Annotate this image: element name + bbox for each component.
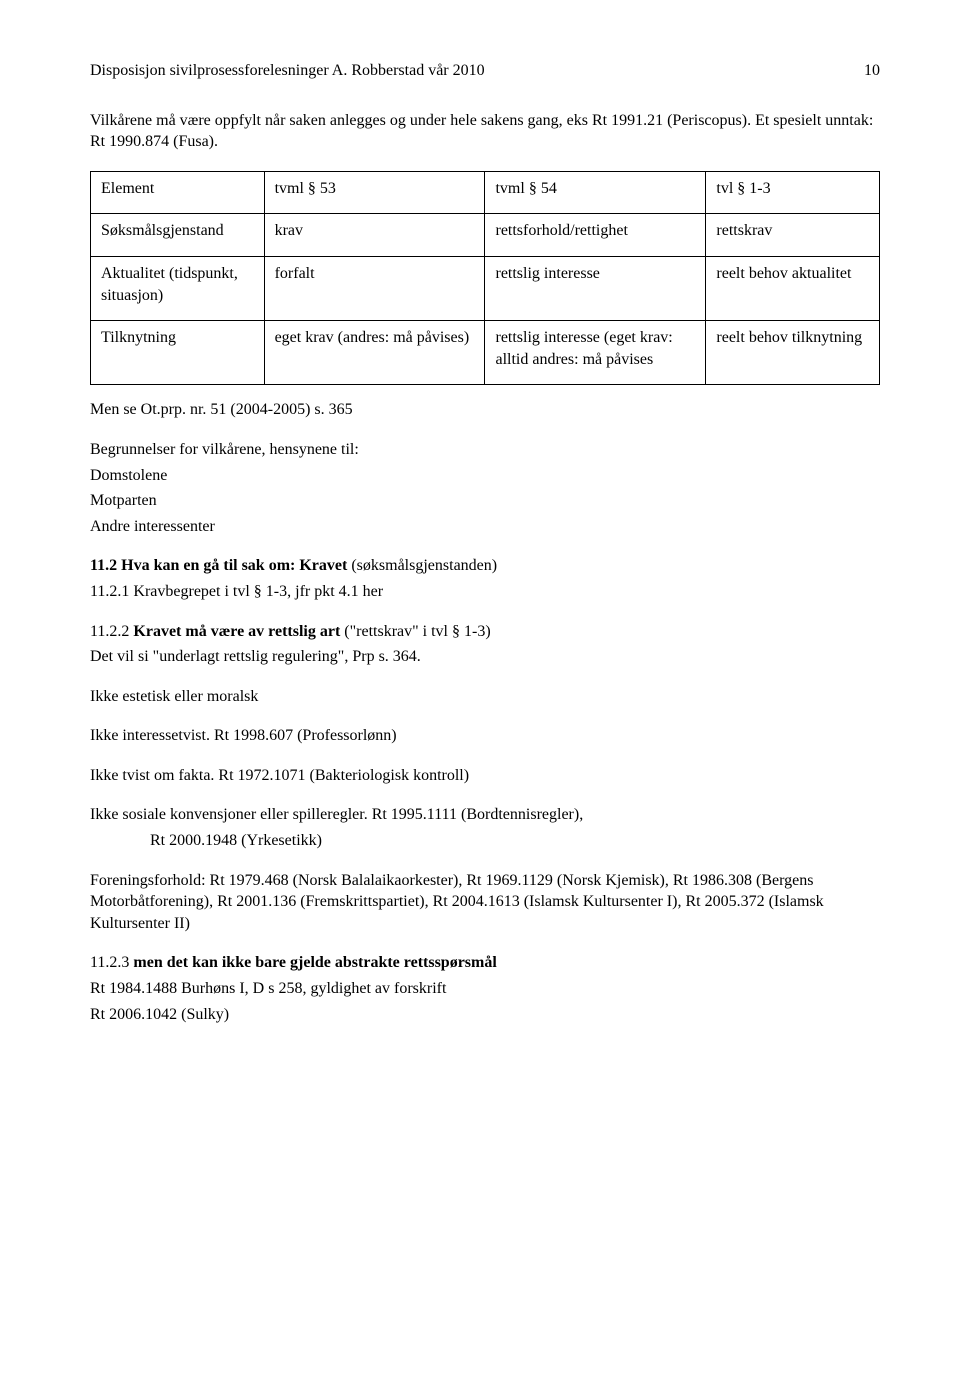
table-cell: tvml § 53 bbox=[264, 171, 485, 214]
begrunn-item: Domstolene bbox=[90, 465, 880, 487]
table-row: Tilknytning eget krav (andres: må påvise… bbox=[91, 321, 880, 385]
section-11-2-2-bold: Kravet må være av rettslig art bbox=[133, 623, 340, 640]
table-row: Søksmålsgjenstand krav rettsforhold/rett… bbox=[91, 214, 880, 257]
section-11-2-2-num: 11.2.2 bbox=[90, 623, 133, 640]
intro-paragraph: Vilkårene må være oppfylt når saken anle… bbox=[90, 110, 880, 153]
table-cell: eget krav (andres: må påvises) bbox=[264, 321, 485, 385]
table-row: Element tvml § 53 tvml § 54 tvl § 1-3 bbox=[91, 171, 880, 214]
table-cell: tvl § 1-3 bbox=[706, 171, 880, 214]
section-11-2-3: 11.2.3 men det kan ikke bare gjelde abst… bbox=[90, 952, 880, 974]
comparison-table: Element tvml § 53 tvml § 54 tvl § 1-3 Sø… bbox=[90, 171, 880, 386]
section-11-2-rest: (søksmålsgjenstanden) bbox=[347, 557, 497, 574]
ikke-line: Ikke estetisk eller moralsk bbox=[90, 686, 880, 708]
section-11-2-2: 11.2.2 Kravet må være av rettslig art ("… bbox=[90, 621, 880, 643]
table-cell: reelt behov aktualitet bbox=[706, 256, 880, 320]
table-cell: krav bbox=[264, 214, 485, 257]
table-cell: rettslig interesse bbox=[485, 256, 706, 320]
section-11-2: 11.2 Hva kan en gå til sak om: Kravet (s… bbox=[90, 555, 880, 577]
section-11-2-3-sub: Rt 2006.1042 (Sulky) bbox=[90, 1004, 880, 1026]
table-cell: rettskrav bbox=[706, 214, 880, 257]
table-cell: Søksmålsgjenstand bbox=[91, 214, 265, 257]
ikke-line-indent: Rt 2000.1948 (Yrkesetikk) bbox=[90, 830, 880, 852]
ikke-line: Ikke interessetvist. Rt 1998.607 (Profes… bbox=[90, 725, 880, 747]
table-cell: Tilknytning bbox=[91, 321, 265, 385]
section-11-2-bold: 11.2 Hva kan en gå til sak om: Kravet bbox=[90, 557, 347, 574]
section-11-2-2-sub: Det vil si "underlagt rettslig regulerin… bbox=[90, 646, 880, 668]
section-11-2-3-bold: men det kan ikke bare gjelde abstrakte r… bbox=[133, 954, 496, 971]
begrunn-item: Andre interessenter bbox=[90, 516, 880, 538]
section-11-2-3-num: 11.2.3 bbox=[90, 954, 133, 971]
begrunn-heading: Begrunnelser for vilkårene, hensynene ti… bbox=[90, 439, 880, 461]
table-cell: reelt behov tilknytning bbox=[706, 321, 880, 385]
table-row: Aktualitet (tidspunkt, situasjon) forfal… bbox=[91, 256, 880, 320]
header-title: Disposisjon sivilprosessforelesninger A.… bbox=[90, 60, 485, 82]
table-cell: Element bbox=[91, 171, 265, 214]
ikke-line: Ikke sosiale konvensjoner eller spillere… bbox=[90, 804, 880, 826]
section-11-2-3-sub: Rt 1984.1488 Burhøns I, D s 258, gyldigh… bbox=[90, 978, 880, 1000]
begrunn-item: Motparten bbox=[90, 490, 880, 512]
table-cell: rettslig interesse (eget krav: alltid an… bbox=[485, 321, 706, 385]
table-cell: Aktualitet (tidspunkt, situasjon) bbox=[91, 256, 265, 320]
foreningsforhold: Foreningsforhold: Rt 1979.468 (Norsk Bal… bbox=[90, 870, 880, 935]
page-header: Disposisjon sivilprosessforelesninger A.… bbox=[90, 60, 880, 82]
ikke-line: Ikke tvist om fakta. Rt 1972.1071 (Bakte… bbox=[90, 765, 880, 787]
section-11-2-1: 11.2.1 Kravbegrepet i tvl § 1-3, jfr pkt… bbox=[90, 581, 880, 603]
page-number: 10 bbox=[864, 60, 880, 82]
table-cell: tvml § 54 bbox=[485, 171, 706, 214]
table-cell: rettsforhold/rettighet bbox=[485, 214, 706, 257]
table-cell: forfalt bbox=[264, 256, 485, 320]
section-11-2-2-rest: ("rettskrav" i tvl § 1-3) bbox=[340, 623, 490, 640]
note-otprp: Men se Ot.prp. nr. 51 (2004-2005) s. 365 bbox=[90, 399, 880, 421]
